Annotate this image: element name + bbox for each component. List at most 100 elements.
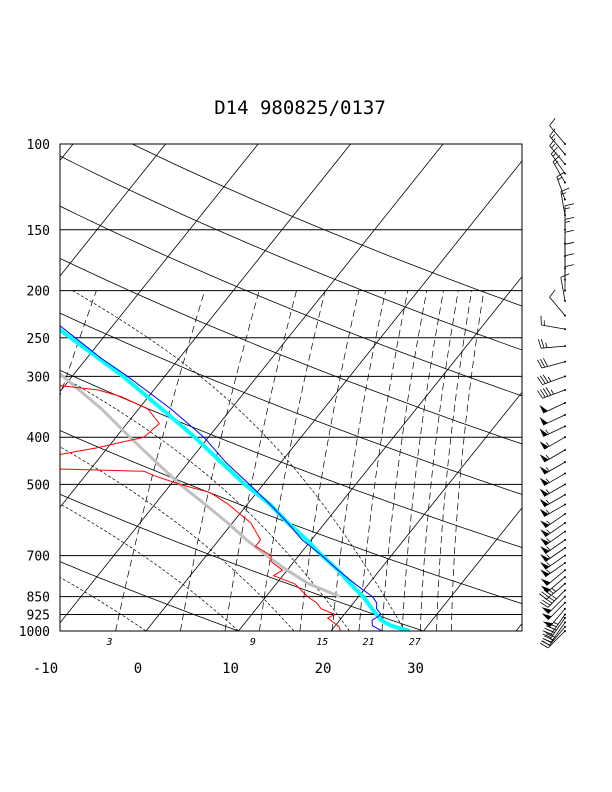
barb-staff xyxy=(545,547,566,562)
barb-half-flag xyxy=(546,520,551,525)
barb-flag xyxy=(564,264,575,267)
barb-flag xyxy=(542,358,548,367)
barb-flag xyxy=(539,375,546,384)
barb-flag xyxy=(545,387,552,396)
barb-half-flag xyxy=(545,489,550,494)
barb-station xyxy=(564,521,566,524)
barb-staff xyxy=(549,608,566,628)
barb-staff xyxy=(550,622,566,643)
moist-adiabat xyxy=(60,375,350,631)
mixing-ratio-label: 3 xyxy=(105,637,112,648)
isobars xyxy=(60,143,522,632)
barb-flag xyxy=(537,376,543,385)
barb-half-flag xyxy=(550,389,555,395)
barb-flag xyxy=(539,593,547,600)
wind-barb xyxy=(539,472,566,486)
barb-station xyxy=(564,630,566,632)
isotherm xyxy=(515,622,522,631)
barb-staff xyxy=(549,296,566,316)
barb-staff xyxy=(541,361,566,369)
pressure-label: 400 xyxy=(27,431,50,446)
barb-half-flag xyxy=(545,342,548,348)
barb-pennant xyxy=(539,428,548,437)
barb-flag xyxy=(544,635,554,640)
wind-barb xyxy=(542,613,566,635)
barb-station xyxy=(564,554,566,557)
barb-half-flag xyxy=(561,192,567,195)
pressure-label: 850 xyxy=(27,591,50,606)
pressure-label: 200 xyxy=(27,285,50,300)
temperature-axis-labels: -10 0 10 20 30 xyxy=(33,661,424,677)
isotherm xyxy=(330,391,522,631)
barb-pennant xyxy=(541,607,552,614)
barb-flag xyxy=(537,359,543,369)
barb-staff xyxy=(549,145,566,165)
wind-barb xyxy=(539,582,566,600)
pressure-label: 1000 xyxy=(19,625,50,640)
barb-station xyxy=(564,436,566,439)
barb-half-flag xyxy=(545,442,550,447)
temperature-label: 30 xyxy=(407,661,424,677)
barb-pennant xyxy=(540,569,550,577)
barb-station xyxy=(564,172,566,175)
mixing-ratio-line xyxy=(180,290,260,631)
barb-station xyxy=(564,425,566,428)
dry-adiabat xyxy=(60,430,522,605)
barb-station xyxy=(564,616,566,619)
wind-barb xyxy=(540,315,566,331)
barb-station xyxy=(564,278,566,281)
barb-station xyxy=(564,512,566,515)
wind-barb xyxy=(539,493,566,508)
barb-station xyxy=(564,375,566,378)
barb-flag xyxy=(549,138,556,147)
barb-pennant xyxy=(540,585,551,593)
barb-station xyxy=(564,561,566,564)
wind-barb xyxy=(542,621,566,643)
barb-pennant xyxy=(540,537,550,546)
barb-pennant xyxy=(539,404,548,413)
wind-barb xyxy=(540,561,566,578)
barb-half-flag xyxy=(546,538,551,543)
mixing-ratio-label: 9 xyxy=(250,637,256,648)
barb-half-flag xyxy=(554,160,559,165)
barb-station xyxy=(564,493,566,496)
barb-station xyxy=(564,538,566,541)
mixing-ratio-line xyxy=(419,290,459,631)
pressure-label: 700 xyxy=(27,550,50,565)
barb-pennant xyxy=(539,498,549,507)
mixing-ratio-label: 27 xyxy=(409,637,421,648)
barb-station xyxy=(564,601,566,604)
barb-station xyxy=(564,289,566,292)
barb-staff xyxy=(552,161,566,183)
barb-station xyxy=(564,546,566,549)
plot-frame xyxy=(59,143,523,632)
barb-flag xyxy=(541,591,550,598)
moist-adiabat xyxy=(72,290,406,631)
barb-pennant xyxy=(540,520,550,528)
barb-station xyxy=(564,228,566,231)
wind-barb xyxy=(549,128,566,156)
wind-barb xyxy=(540,521,566,538)
isotherm xyxy=(423,507,522,631)
wind-barb xyxy=(537,374,566,385)
barb-station xyxy=(564,449,566,452)
barb-flag xyxy=(550,146,558,155)
barb-staff xyxy=(546,576,566,593)
wind-barb xyxy=(540,576,566,593)
wind-barb xyxy=(539,401,566,414)
barb-flag xyxy=(542,599,551,606)
barb-station xyxy=(564,413,566,416)
barb-station xyxy=(564,401,566,404)
barb-staff xyxy=(549,135,566,155)
barb-flag xyxy=(540,358,546,368)
barb-station xyxy=(564,181,566,184)
barb-station xyxy=(564,625,566,628)
barb-flag xyxy=(549,289,556,298)
barb-flag xyxy=(541,640,550,646)
temperature-label: 20 xyxy=(315,661,332,677)
isotherm xyxy=(60,144,351,508)
wind-barb xyxy=(556,171,566,201)
barb-flag xyxy=(546,625,555,630)
barb-flag xyxy=(564,241,575,245)
